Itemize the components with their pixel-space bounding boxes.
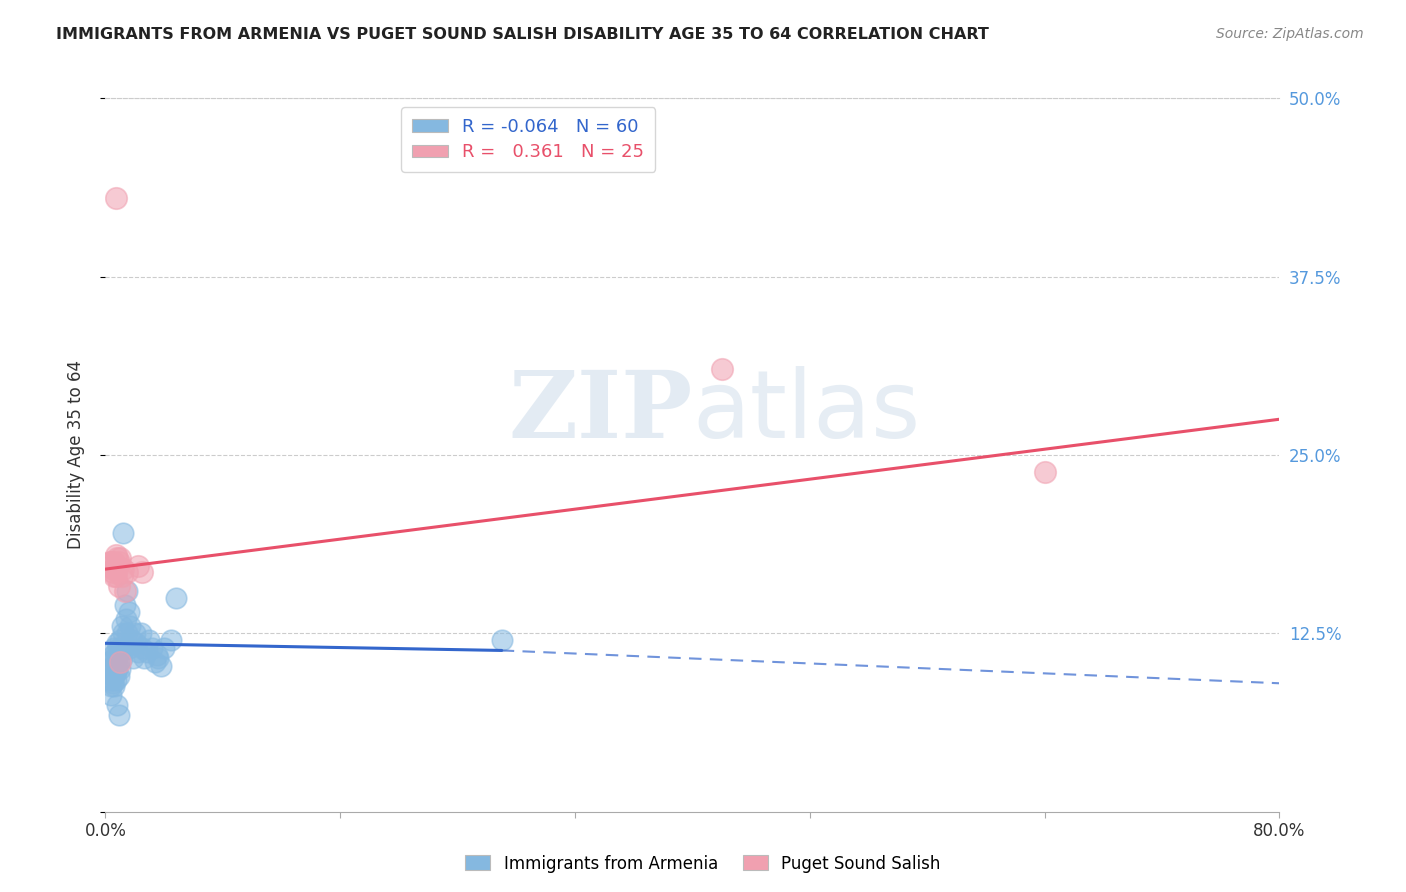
Point	[127, 645, 149, 659]
Point	[108, 662, 131, 676]
Point	[103, 640, 125, 655]
Point	[117, 626, 139, 640]
Text: ZIP: ZIP	[508, 368, 692, 457]
Point	[105, 650, 128, 665]
Point	[108, 655, 131, 669]
Point	[121, 633, 143, 648]
Point	[105, 662, 128, 676]
Point	[104, 645, 127, 659]
Point	[105, 636, 128, 650]
Point	[100, 555, 122, 569]
Point	[112, 626, 135, 640]
Point	[108, 645, 131, 659]
Point	[105, 562, 128, 576]
Point	[110, 619, 132, 633]
Point	[103, 555, 125, 569]
Point	[101, 659, 124, 673]
Point	[108, 550, 131, 565]
Legend: R = -0.064   N = 60, R =   0.361   N = 25: R = -0.064 N = 60, R = 0.361 N = 25	[401, 107, 655, 172]
Point	[101, 565, 124, 579]
Point	[105, 550, 128, 565]
Point	[125, 636, 148, 650]
Point	[131, 565, 153, 579]
Point	[118, 605, 141, 619]
Point	[129, 626, 152, 640]
Point	[101, 669, 124, 683]
Point	[138, 633, 160, 648]
Point	[110, 569, 132, 583]
Point	[120, 619, 142, 633]
Point	[1033, 465, 1056, 479]
Point	[117, 583, 139, 598]
Point	[104, 569, 127, 583]
Point	[117, 565, 139, 579]
Point	[107, 707, 129, 722]
Point	[104, 559, 127, 574]
Text: atlas: atlas	[692, 366, 921, 458]
Point	[107, 655, 129, 669]
Point	[107, 579, 129, 593]
Point	[107, 640, 129, 655]
Point	[103, 569, 125, 583]
Point	[122, 650, 145, 665]
Point	[153, 640, 176, 655]
Point	[103, 662, 125, 676]
Point	[104, 548, 127, 562]
Point	[104, 191, 127, 205]
Point	[114, 583, 136, 598]
Point	[112, 562, 135, 576]
Point	[132, 650, 155, 665]
Point	[165, 591, 187, 605]
Point	[135, 645, 157, 659]
Text: IMMIGRANTS FROM ARMENIA VS PUGET SOUND SALISH DISABILITY AGE 35 TO 64 CORRELATIO: IMMIGRANTS FROM ARMENIA VS PUGET SOUND S…	[56, 27, 988, 42]
Point	[104, 673, 127, 688]
Point	[100, 688, 122, 702]
Point	[127, 559, 149, 574]
Point	[146, 648, 169, 662]
Point	[101, 676, 124, 690]
Point	[118, 640, 141, 655]
Point	[103, 669, 125, 683]
Point	[105, 698, 128, 712]
Point	[710, 362, 733, 376]
Point	[141, 640, 163, 655]
Legend: Immigrants from Armenia, Puget Sound Salish: Immigrants from Armenia, Puget Sound Sal…	[458, 848, 948, 880]
Point	[101, 562, 124, 576]
Point	[131, 640, 153, 655]
Point	[103, 650, 125, 665]
Point	[98, 555, 121, 569]
Point	[107, 555, 129, 569]
Point	[112, 526, 135, 541]
Point	[100, 673, 122, 688]
Point	[104, 665, 127, 679]
Point	[103, 562, 125, 576]
Point	[114, 598, 136, 612]
Point	[124, 626, 146, 640]
Point	[101, 648, 124, 662]
Point	[115, 612, 138, 626]
Point	[110, 650, 132, 665]
Point	[491, 633, 513, 648]
Point	[98, 655, 121, 669]
Y-axis label: Disability Age 35 to 64: Disability Age 35 to 64	[66, 360, 84, 549]
Point	[114, 640, 136, 655]
Point	[150, 659, 173, 673]
Point	[108, 633, 131, 648]
Point	[104, 655, 127, 669]
Point	[107, 669, 129, 683]
Point	[103, 679, 125, 693]
Point	[148, 650, 170, 665]
Point	[98, 665, 121, 679]
Point	[143, 655, 166, 669]
Point	[100, 679, 122, 693]
Point	[160, 633, 183, 648]
Text: Source: ZipAtlas.com: Source: ZipAtlas.com	[1216, 27, 1364, 41]
